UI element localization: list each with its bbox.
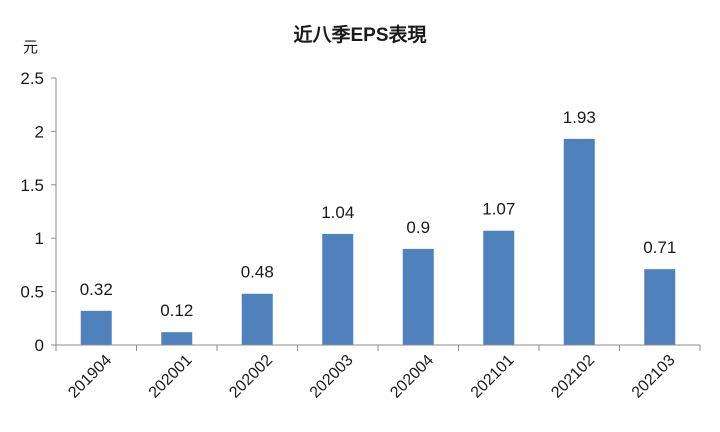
y-tick-label: 1	[35, 229, 44, 248]
x-tick-label: 202001	[146, 352, 196, 402]
bar	[402, 248, 434, 345]
y-axis-ticks: 0 0.5 1 1.5 2 2.5	[20, 69, 56, 355]
bar	[644, 269, 676, 345]
data-label: 1.04	[321, 203, 354, 222]
bars	[80, 138, 676, 345]
x-tick-label: 202102	[548, 352, 598, 402]
bar	[322, 233, 354, 345]
bar	[80, 310, 112, 345]
bar	[161, 332, 193, 345]
x-tick-label: 202101	[468, 352, 518, 402]
data-label: 0.12	[160, 301, 193, 320]
x-tick-label: 202003	[307, 352, 357, 402]
chart-title: 近八季EPS表現	[293, 23, 426, 46]
y-tick-label: 2	[35, 122, 44, 141]
data-label: 0.48	[241, 263, 274, 282]
data-label: 0.9	[406, 218, 430, 237]
data-labels: 0.32 0.12 0.48 1.04 0.9 1.07 1.93 0.71	[80, 108, 677, 320]
x-tick-label: 201904	[65, 352, 115, 402]
x-tick-label: 202004	[387, 352, 437, 402]
data-label: 0.71	[643, 238, 676, 257]
data-label: 0.32	[80, 280, 113, 299]
y-axis-unit-label: 元	[23, 39, 38, 56]
y-tick-label: 0	[35, 336, 44, 355]
data-label: 1.93	[563, 108, 596, 127]
x-axis-ticks: 201904 202001 202002 202003 202004 202101 2021…	[55, 345, 701, 402]
x-tick-label: 202002	[226, 352, 276, 402]
y-tick-label: 2.5	[20, 69, 44, 88]
bar	[241, 293, 273, 345]
y-tick-label: 0.5	[20, 283, 44, 302]
bar	[483, 230, 515, 345]
data-label: 1.07	[482, 200, 515, 219]
x-tick-label: 202103	[629, 352, 679, 402]
bar	[563, 138, 595, 345]
y-tick-label: 1.5	[20, 176, 44, 195]
